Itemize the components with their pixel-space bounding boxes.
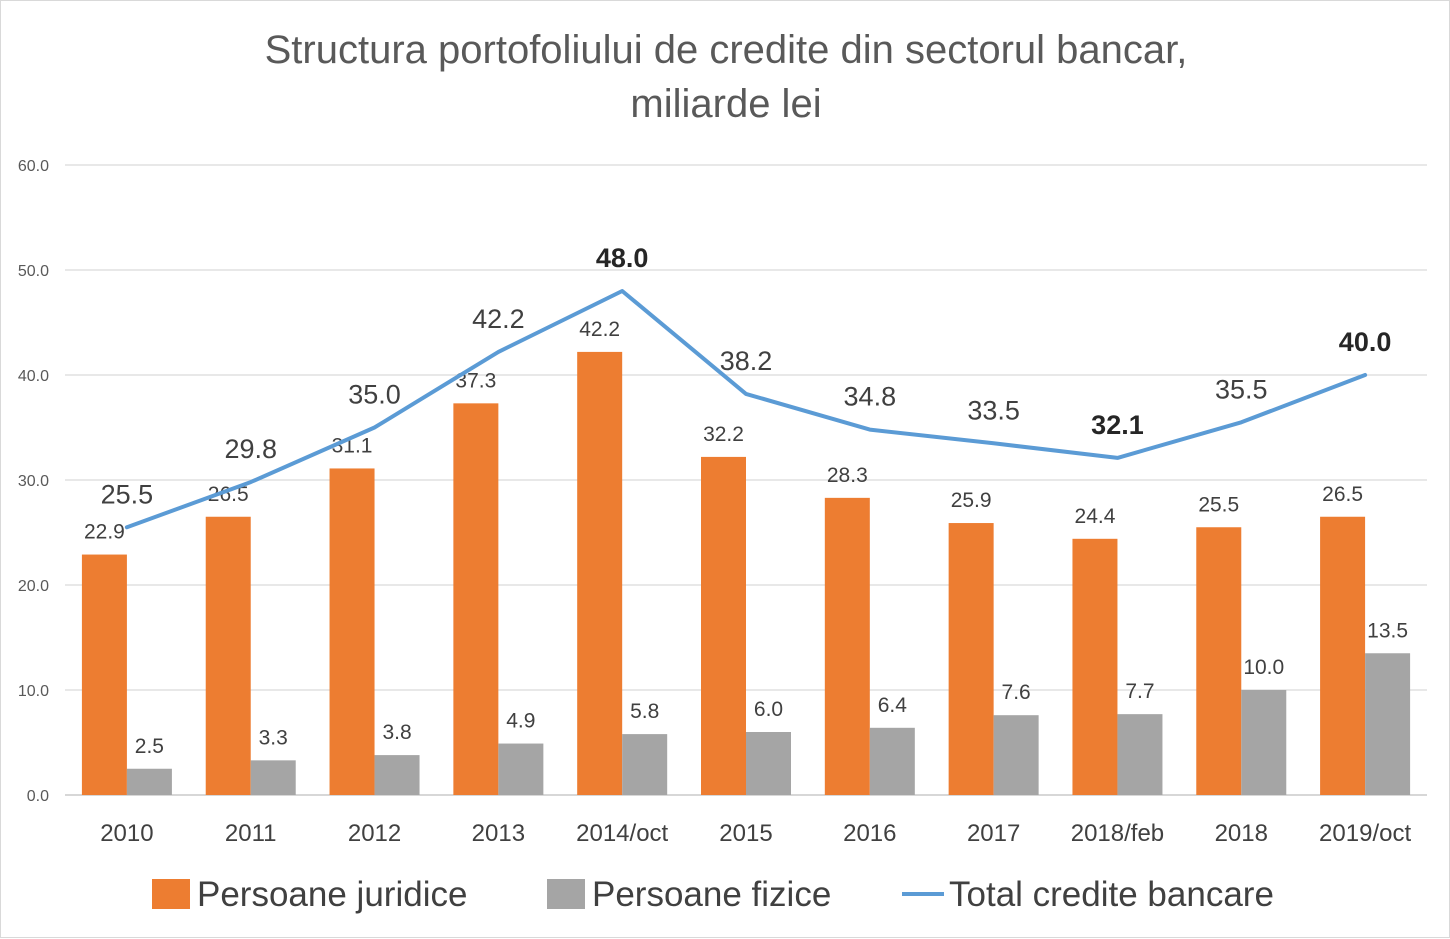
bar-persoane-fizice xyxy=(1241,690,1287,795)
bar-label-persoane-juridice: 24.4 xyxy=(1075,505,1116,528)
bar-label-persoane-fizice: 7.6 xyxy=(1002,681,1031,704)
bar-label-persoane-fizice: 10.0 xyxy=(1243,656,1284,679)
bar-persoane-fizice xyxy=(622,734,668,795)
legend-label-persoane-juridice: Persoane juridice xyxy=(197,875,467,914)
bar-persoane-juridice xyxy=(824,497,870,795)
bar-label-persoane-juridice: 37.3 xyxy=(455,369,496,392)
y-tick-label: 30.0 xyxy=(18,473,49,490)
line-label-total-credite-bancare: 42.2 xyxy=(472,304,525,334)
x-tick-label: 2018/feb xyxy=(1071,820,1164,847)
x-tick-label: 2019/oct xyxy=(1319,820,1411,847)
y-tick-label: 40.0 xyxy=(18,368,49,385)
bar-persoane-juridice xyxy=(948,523,994,795)
bar-label-persoane-juridice: 22.9 xyxy=(84,521,125,544)
bar-persoane-fizice xyxy=(498,743,544,795)
legend-label-persoane-fizice: Persoane fizice xyxy=(592,875,831,914)
bar-persoane-fizice xyxy=(746,732,791,795)
line-label-total-credite-bancare: 32.1 xyxy=(1091,410,1144,440)
line-label-total-credite-bancare: 35.5 xyxy=(1215,374,1268,404)
x-tick-label: 2013 xyxy=(472,820,525,847)
bar-persoane-juridice xyxy=(205,516,251,795)
bar-persoane-juridice xyxy=(1320,516,1366,795)
line-label-total-credite-bancare: 48.0 xyxy=(596,243,649,273)
bar-persoane-fizice xyxy=(374,755,420,795)
bar-label-persoane-fizice: 13.5 xyxy=(1367,619,1408,642)
chart-title-line-1: Structura portofoliului de credite din s… xyxy=(264,28,1188,72)
bar-label-persoane-fizice: 3.3 xyxy=(259,726,288,749)
bar-label-persoane-juridice: 26.5 xyxy=(1322,483,1363,506)
bar-label-persoane-fizice: 3.8 xyxy=(382,721,411,744)
bar-persoane-juridice xyxy=(577,351,623,795)
line-label-total-credite-bancare: 25.5 xyxy=(101,479,154,509)
legend-label-total-credite-bancare: Total credite bancare xyxy=(949,875,1274,914)
bar-label-persoane-juridice: 28.3 xyxy=(827,464,868,487)
bar-persoane-juridice xyxy=(701,456,746,795)
x-tick-label: 2016 xyxy=(843,820,896,847)
x-tick-label: 2012 xyxy=(348,820,401,847)
y-tick-label: 0.0 xyxy=(27,788,49,805)
y-tick-label: 10.0 xyxy=(18,683,49,700)
x-tick-label: 2011 xyxy=(225,820,277,847)
chart-title-line-2: miliarde lei xyxy=(630,82,822,126)
line-label-total-credite-bancare: 35.0 xyxy=(348,380,401,410)
line-label-total-credite-bancare: 29.8 xyxy=(224,434,277,464)
bar-label-persoane-fizice: 4.9 xyxy=(506,710,535,733)
line-total-credite-bancare xyxy=(124,289,1368,530)
bar-persoane-fizice xyxy=(1117,714,1163,795)
line-label-total-credite-bancare: 34.8 xyxy=(844,382,897,412)
bar-persoane-juridice xyxy=(1072,538,1118,795)
bar-persoane-fizice xyxy=(126,768,172,795)
bar-persoane-juridice xyxy=(329,468,375,795)
bar-persoane-juridice xyxy=(453,403,499,795)
bar-label-persoane-fizice: 7.7 xyxy=(1125,680,1154,703)
bar-persoane-fizice xyxy=(250,760,296,795)
bar-label-persoane-fizice: 2.5 xyxy=(135,735,164,758)
y-tick-label: 20.0 xyxy=(18,578,49,595)
legend-swatch-persoane-fizice xyxy=(547,879,585,909)
bar-label-persoane-juridice: 32.2 xyxy=(703,423,744,446)
legend-swatch-persoane-juridice xyxy=(152,879,190,909)
bar-label-persoane-juridice: 25.9 xyxy=(951,489,992,512)
bar-label-persoane-juridice: 25.5 xyxy=(1198,493,1239,516)
bar-label-persoane-fizice: 6.0 xyxy=(754,698,783,721)
x-tick-label: 2015 xyxy=(719,820,772,847)
line-label-total-credite-bancare: 38.2 xyxy=(720,346,773,376)
x-tick-label: 2010 xyxy=(100,820,153,847)
bar-persoane-fizice xyxy=(1365,653,1411,795)
bar-label-persoane-fizice: 6.4 xyxy=(878,694,908,717)
bar-label-persoane-fizice: 5.8 xyxy=(630,700,659,723)
y-tick-label: 60.0 xyxy=(18,158,49,175)
y-tick-label: 50.0 xyxy=(18,263,49,280)
bar-persoane-fizice xyxy=(869,727,915,795)
x-tick-label: 2017 xyxy=(967,820,1020,847)
x-tick-label: 2018 xyxy=(1215,820,1268,847)
line-label-total-credite-bancare: 40.0 xyxy=(1339,327,1392,357)
bar-label-persoane-juridice: 42.2 xyxy=(579,318,620,341)
bar-persoane-juridice xyxy=(81,554,127,795)
bar-persoane-fizice xyxy=(993,715,1039,795)
chart-title: Structura portofoliului de credite din s… xyxy=(1,23,1450,131)
bar-persoane-juridice xyxy=(1196,527,1242,795)
x-tick-label: 2014/oct xyxy=(576,820,668,847)
line-label-total-credite-bancare: 33.5 xyxy=(967,395,1020,425)
